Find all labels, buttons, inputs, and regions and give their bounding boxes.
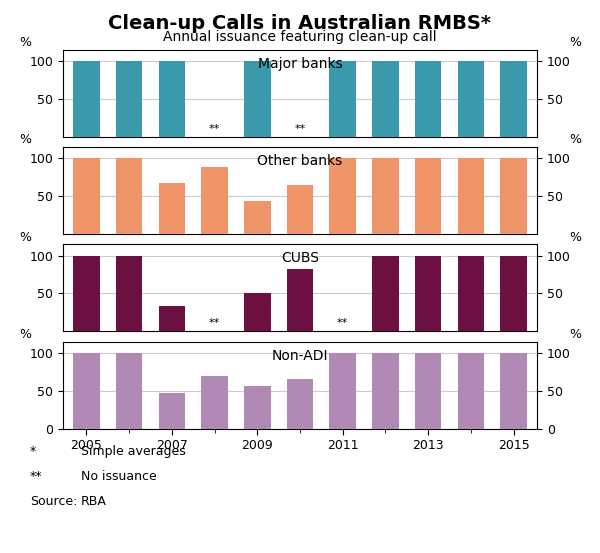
Bar (116, 61, 142, 137)
Bar (158, 61, 185, 137)
Text: %: % (569, 231, 581, 243)
Bar (202, 375, 228, 429)
Text: Other banks: Other banks (257, 154, 343, 168)
Bar (329, 61, 356, 137)
Bar (329, 158, 356, 234)
Bar (329, 353, 356, 429)
Text: %: % (19, 36, 31, 49)
Text: *: * (30, 445, 36, 458)
Bar (73, 61, 100, 137)
Bar (287, 379, 313, 429)
Bar (158, 393, 185, 429)
Text: Simple averages: Simple averages (81, 445, 186, 458)
Bar (116, 158, 142, 234)
Bar (415, 353, 442, 429)
Text: Annual issuance featuring clean-up call: Annual issuance featuring clean-up call (163, 30, 437, 44)
Bar (500, 255, 527, 331)
Bar (287, 269, 313, 331)
Bar (244, 201, 271, 234)
Text: No issuance: No issuance (81, 470, 157, 483)
Bar (372, 61, 398, 137)
Bar (500, 61, 527, 137)
Text: %: % (569, 328, 581, 341)
Bar (415, 255, 442, 331)
Bar (458, 61, 484, 137)
Text: Major banks: Major banks (257, 57, 343, 71)
Text: %: % (569, 133, 581, 146)
Bar (287, 185, 313, 234)
Text: %: % (19, 328, 31, 341)
Text: Source:: Source: (30, 495, 77, 508)
Bar (73, 353, 100, 429)
Text: %: % (569, 36, 581, 49)
Bar (158, 184, 185, 234)
Bar (244, 61, 271, 137)
Bar (244, 385, 271, 429)
Bar (415, 61, 442, 137)
Bar (372, 158, 398, 234)
Bar (415, 158, 442, 234)
Bar (500, 158, 527, 234)
Text: **: ** (209, 318, 220, 328)
Bar (458, 255, 484, 331)
Bar (116, 353, 142, 429)
Bar (158, 306, 185, 331)
Text: Non-ADI: Non-ADI (272, 348, 328, 363)
Bar (244, 294, 271, 331)
Text: **: ** (209, 124, 220, 134)
Text: %: % (19, 231, 31, 243)
Bar (73, 255, 100, 331)
Bar (458, 158, 484, 234)
Bar (372, 255, 398, 331)
Text: %: % (19, 133, 31, 146)
Text: **: ** (337, 318, 349, 328)
Text: Clean-up Calls in Australian RMBS*: Clean-up Calls in Australian RMBS* (109, 14, 491, 33)
Text: CUBS: CUBS (281, 251, 319, 265)
Bar (116, 255, 142, 331)
Bar (458, 353, 484, 429)
Bar (202, 168, 228, 234)
Text: **: ** (30, 470, 43, 483)
Bar (500, 353, 527, 429)
Text: RBA: RBA (81, 495, 107, 508)
Bar (372, 353, 398, 429)
Text: **: ** (295, 124, 305, 134)
Bar (73, 158, 100, 234)
